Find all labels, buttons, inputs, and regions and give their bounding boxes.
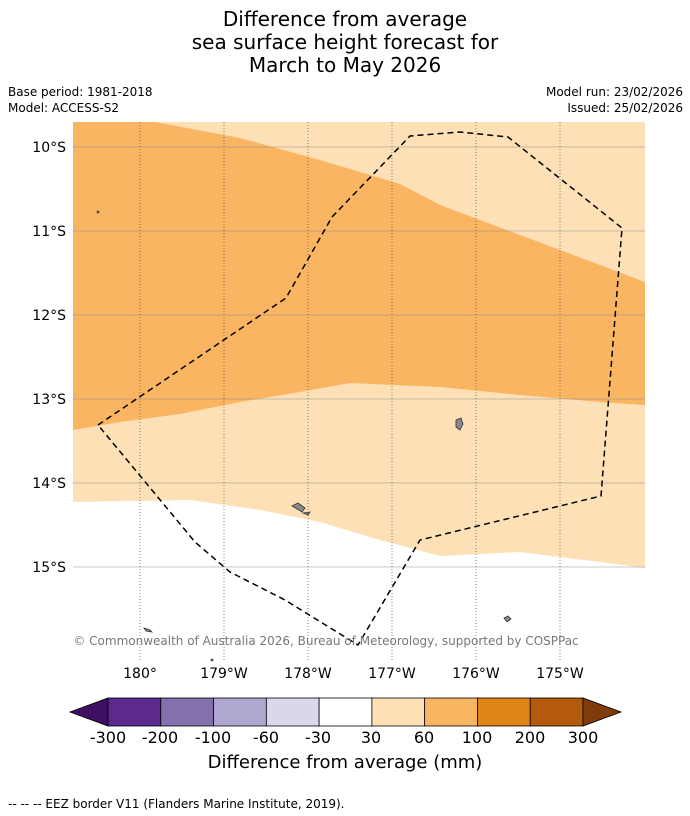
longitude-labels: 180° 179°W 178°W 177°W 176°W 175°W [123, 666, 584, 682]
island-southeast [503, 615, 512, 623]
base-period: Base period: 1981-2018 [8, 85, 153, 99]
model-name: Model: ACCESS-S2 [8, 101, 120, 115]
colorbar-label: 30 [360, 728, 382, 747]
lon-label: 177°W [368, 666, 416, 682]
eez-legend-note: -- -- -- EEZ border V11 (Flanders Marine… [8, 797, 345, 811]
colorbar-label: -200 [141, 728, 179, 747]
lon-label: 175°W [536, 666, 584, 682]
colorbar-label: -60 [252, 728, 280, 747]
island-nukunonu-area [455, 417, 464, 431]
colorbar-title: Difference from average (mm) [207, 752, 483, 773]
lon-label: 180° [123, 666, 157, 682]
issued-date: Issued: 25/02/2026 [567, 101, 683, 115]
island-southwest [143, 627, 154, 633]
lat-label: 10°S [32, 140, 66, 156]
colorbar-label: -300 [89, 728, 127, 747]
island-west [291, 502, 306, 513]
colorbar-segment [477, 697, 531, 727]
title-line-1: Difference from average [222, 7, 468, 31]
meta-right: Model run: 23/02/2026 Issued: 25/02/2026 [546, 84, 683, 116]
colorbar-label: 60 [413, 728, 435, 747]
title-line-2: sea surface height forecast for [191, 30, 499, 54]
colorbar-label: -30 [304, 728, 332, 747]
colorbar-segment [213, 697, 267, 727]
island-northwest-dot [96, 210, 100, 214]
islands [96, 210, 512, 662]
lon-label: 178°W [284, 666, 332, 682]
eez-border [97, 131, 623, 647]
colorbar-label: 200 [514, 728, 546, 747]
lat-label: 14°S [32, 476, 66, 492]
latitude-gridlines [73, 146, 645, 568]
lon-label: 179°W [200, 666, 248, 682]
island-south-dot [210, 658, 214, 662]
longitude-gridlines [139, 122, 561, 662]
lat-label: 13°S [32, 392, 66, 408]
map-area [73, 122, 645, 662]
colorbar-segment [529, 697, 584, 727]
lat-label: 15°S [32, 560, 66, 576]
lat-label: 11°S [32, 224, 66, 240]
latitude-labels: 10°S 11°S 12°S 13°S 14°S 15°S [32, 140, 66, 576]
colorbar-label: -100 [194, 728, 232, 747]
copyright-text: © Commonwealth of Australia 2026, Bureau… [73, 634, 578, 648]
colorbar-label: 100 [461, 728, 493, 747]
colorbar-extend-low [68, 697, 109, 727]
colorbar [68, 697, 623, 727]
colorbar-segment [160, 697, 214, 727]
lat-label: 12°S [32, 308, 66, 324]
colorbar-segment [265, 697, 320, 727]
colorbar-segment [107, 697, 162, 727]
colorbar-label: 300 [567, 728, 599, 747]
meta-left: Base period: 1981-2018 Model: ACCESS-S2 [8, 84, 153, 116]
colorbar-extend-high [582, 697, 623, 727]
model-run: Model run: 23/02/2026 [545, 85, 683, 99]
title-line-3: March to May 2026 [248, 53, 442, 77]
colorbar-segment [424, 697, 478, 727]
colorbar-segment [371, 697, 426, 727]
colorbar-segment [318, 697, 373, 727]
chart-title: Difference from average sea surface heig… [0, 8, 690, 77]
lon-label: 176°W [452, 666, 500, 682]
contour-band-60-100 [73, 122, 645, 430]
island-west-small [301, 511, 311, 516]
